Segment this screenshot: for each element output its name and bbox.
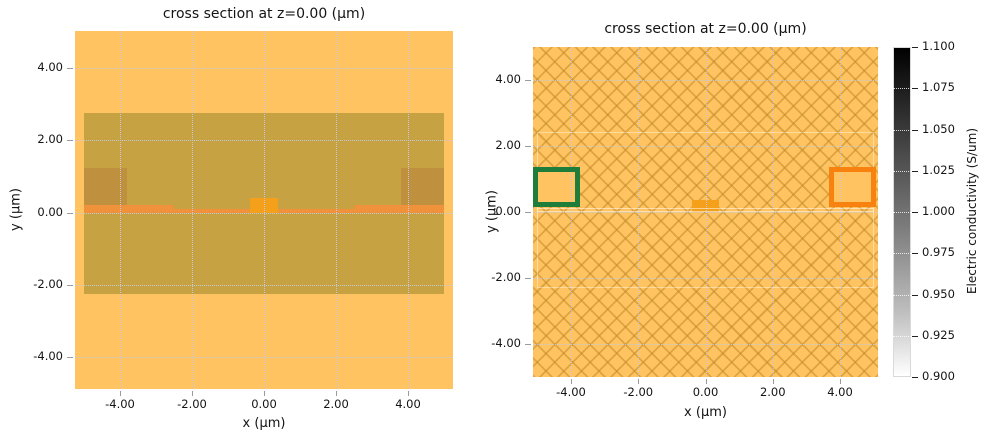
right-subplot: -4.00 -2.00 0.00 2.00 4.00 4.00 2.00 0.00 -2.00-… [491,47,878,399]
colorbar-tick-label-0.900: 0.900 [922,369,955,383]
y-tick-label-2.00: 2.00 [495,138,521,152]
right-plot-title: cross section at z=0.00 (μm) [604,21,807,37]
x-tick-label--2.00: -2.00 [623,385,654,399]
x-tick-label-4.00: 4.00 [827,385,853,399]
gridline-x-0.00 [264,31,265,389]
colorbar-tick-label-1.100: 1.100 [922,39,955,53]
y-tick-label-4.00: 4.00 [37,60,63,75]
colorbar-tick-mark-1.075 [912,88,918,90]
y-tick-mark-0.00 [67,212,73,214]
gridline-y--4.00 [75,357,453,359]
gridline-y--4.00 [533,344,878,345]
outline-source-box-orange [829,167,877,208]
left-subplot: -4.00 -2.00 0.00 2.00 4.00 4.00 2.00 0.00 -2.00 -… [33,31,453,411]
structure-port-box-left-fill [535,169,578,205]
y-tick-mark-4.00 [67,68,73,70]
x-tick-mark--2.00 [192,391,193,396]
x-tick-mark-4.00 [840,379,841,384]
colorbar-tick-mark-1.100 [912,47,918,48]
gridline-y-0.00 [75,212,453,214]
outline-metal-film-outline [536,207,875,213]
y-tick-label--4.00: -4.00 [491,336,521,350]
colorbar-tick-mark-0.975 [912,253,918,255]
structure-metal-strip-right [354,204,444,213]
right-plot-area [533,47,878,377]
left-plot-title: cross section at z=0.00 (μm) [162,6,366,22]
gridline-y-2.00 [75,140,453,142]
structure-center-conductor-pad [692,200,719,212]
y-tick-mark-2.00 [525,146,531,147]
left-y-axis-label: y (μm) [8,188,24,231]
structure-port-box-right-fill [831,169,874,205]
left-plot-area [75,31,453,389]
gridline-y--2.00 [533,278,878,279]
gridline-y-4.00 [533,80,878,81]
y-tick-label-4.00: 4.00 [495,72,521,86]
y-tick-mark--4.00 [525,344,531,345]
x-tick-label-0.00: 0.00 [251,397,277,411]
x-tick-mark-2.00 [336,391,337,396]
structure-via-left [84,167,128,205]
colorbar-label: Electric conductivity (S/um) [965,127,979,295]
x-tick-mark--2.00 [638,379,640,384]
structure-via-right [400,167,444,205]
outline-monitor-box-green [533,167,581,208]
colorbar-tick-label-1.000: 1.000 [922,204,955,218]
x-tick-mark-0.00 [705,379,707,384]
colorbar-tick-label-1.050: 1.050 [922,121,955,136]
gridline-y-0.00 [533,212,878,213]
x-tick-mark--4.00 [120,391,121,396]
x-tick-label-2.00: 2.00 [759,385,786,399]
gridline-x--2.00 [192,31,193,389]
y-tick-mark-0.00 [525,212,531,213]
structure-center-conductor-pad [249,197,279,213]
colorbar-tick-mark-0.950 [912,294,918,296]
colorbar-tick-mark-1.050 [912,129,918,131]
gridline-y-4.00 [75,68,453,70]
colorbar-gradient [893,47,911,377]
y-tick-mark--2.00 [67,284,73,286]
y-tick-mark--2.00 [525,278,531,279]
x-tick-mark-4.00 [408,391,409,396]
y-tick-mark-2.00 [67,140,73,142]
left-x-axis-label: x (μm) [242,416,286,431]
colorbar-tick-label-0.975: 0.975 [922,245,955,260]
colorbar-tick-label-1.075: 1.075 [922,80,955,95]
x-tick-mark--4.00 [570,379,572,384]
colorbar-tick-label-0.950: 0.950 [922,286,955,301]
colorbar-tick-mark-0.900 [912,377,918,378]
gridline-x-2.00 [336,31,337,389]
y-tick-label--2.00: -2.00 [491,270,521,284]
x-tick-label--4.00: -4.00 [556,385,586,399]
structure-metal-strip-left [84,204,174,213]
colorbar-tick-mark-0.925 [912,335,918,337]
colorbar-tick-mark-1.000 [912,212,918,213]
gridline-y-2.00 [533,146,878,147]
y-tick-label-2.00: 2.00 [37,132,63,147]
gridline-y--2.00 [75,284,453,286]
colorbar-tick-label-0.925: 0.925 [922,327,955,342]
gridline-x--4.00 [120,31,121,389]
x-tick-label--2.00: -2.00 [177,397,207,411]
x-tick-label-4.00: 4.00 [395,397,421,411]
colorbar-tick-label-1.025: 1.025 [922,162,955,177]
right-y-axis-label: y (μm) [484,190,500,233]
x-tick-label-0.00: 0.00 [692,385,719,399]
x-tick-label--4.00: -4.00 [105,397,135,411]
y-tick-mark--4.00 [67,357,73,359]
y-tick-label-0.00: 0.00 [37,204,63,219]
right-x-axis-label: x (μm) [684,405,727,420]
x-tick-label-2.00: 2.00 [323,397,349,411]
gridline-x-4.00 [408,31,409,389]
colorbar-tick-mark-1.025 [912,170,918,172]
x-tick-mark-0.00 [264,391,265,396]
y-tick-label--2.00: -2.00 [33,276,63,291]
x-tick-mark-2.00 [772,379,774,384]
y-tick-label--4.00: -4.00 [33,349,63,364]
y-tick-mark-4.00 [525,80,531,81]
